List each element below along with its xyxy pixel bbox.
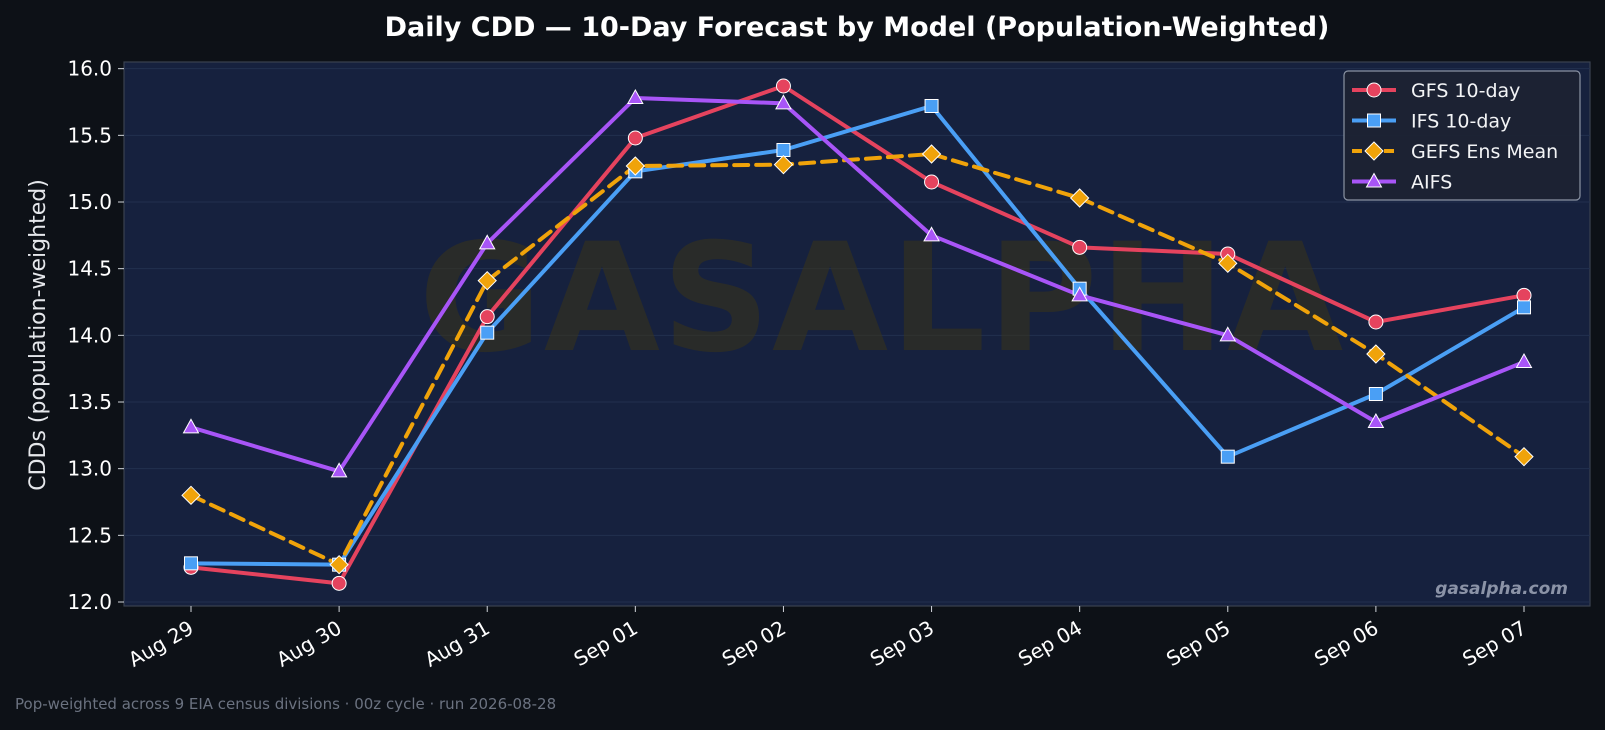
legend-swatch-marker-3	[1365, 172, 1383, 188]
legend-swatch-marker-1	[1367, 113, 1381, 128]
series-3-point-9	[1515, 352, 1533, 368]
chart-title: Daily CDD — 10-Day Forecast by Model (Po…	[385, 12, 1330, 43]
legend-label-3: AIFS	[1411, 172, 1452, 194]
y-tick-label-8: 16.0	[67, 57, 112, 81]
series-3-point-6	[1071, 286, 1089, 302]
y-tick-label-7: 15.5	[67, 123, 112, 147]
series-line-1	[189, 104, 1526, 567]
x-tick-label-7: Sep 05	[1162, 616, 1234, 672]
series-1-point-2	[480, 325, 495, 340]
x-tick-label-8: Sep 06	[1310, 616, 1382, 672]
series-1-point-4	[776, 143, 791, 157]
x-tick-label-6: Sep 04	[1014, 616, 1086, 672]
x-tick-label-1: Aug 30	[272, 616, 345, 672]
legend-box	[1343, 70, 1581, 201]
x-tick-label-4: Sep 02	[718, 616, 790, 672]
series-3-point-2	[478, 234, 496, 250]
series-2-point-9	[1514, 446, 1534, 467]
series-2-point-3	[625, 156, 646, 176]
series-1-point-7	[1220, 449, 1235, 464]
x-tick-label-2: Aug 31	[420, 616, 493, 672]
series-3-point-7	[1219, 326, 1237, 342]
series-2-point-2	[477, 270, 497, 291]
footer-note: Pop-weighted across 9 EIA census divisio…	[15, 695, 557, 713]
series-0-point-6	[1072, 239, 1088, 255]
series-line-3	[189, 96, 1526, 474]
series-0-point-3	[627, 130, 643, 146]
series-0-point-5	[924, 174, 940, 190]
series-1-point-0	[184, 556, 198, 571]
credit-text: gasalpha.com	[1435, 579, 1568, 599]
series-3-point-0	[182, 418, 200, 434]
series-0-point-1	[331, 575, 347, 591]
legend-label-1: IFS 10-day	[1411, 111, 1511, 133]
series-2-point-0	[181, 485, 201, 506]
y-tick-label-4: 14.0	[67, 323, 112, 347]
series-0-point-2	[479, 309, 495, 325]
series-3-point-5	[923, 226, 940, 242]
legend-swatch-marker-2	[1364, 141, 1384, 161]
legend-label-2: GEFS Ens Mean	[1411, 141, 1558, 163]
y-axis-label: CDDs (population-weighted)	[26, 179, 51, 491]
series-0-point-8	[1368, 314, 1384, 330]
series-3-point-8	[1367, 412, 1385, 428]
series-1-point-8	[1368, 387, 1383, 401]
watermark: GASALPHA	[419, 212, 1345, 386]
series-2-point-6	[1069, 188, 1090, 208]
series-3-point-4	[775, 94, 792, 110]
series-0-point-9	[1516, 287, 1532, 303]
series-3-point-3	[626, 88, 644, 104]
series-2-point-4	[773, 154, 794, 175]
x-tick-label-9: Sep 07	[1458, 616, 1530, 672]
x-tick-label-5: Sep 03	[866, 616, 938, 672]
series-2-point-5	[921, 144, 942, 164]
legend-swatch-marker-0	[1366, 82, 1382, 98]
y-tick-label-0: 12.0	[67, 590, 112, 614]
series-2-point-8	[1366, 344, 1386, 364]
series-2-point-1	[329, 554, 349, 575]
x-tick-label-0: Aug 29	[124, 616, 197, 672]
y-tick-label-5: 14.5	[67, 257, 112, 281]
series-3-point-1	[330, 462, 348, 478]
series-1-point-5	[924, 99, 939, 113]
y-tick-label-3: 13.5	[67, 390, 112, 414]
y-tick-label-6: 15.0	[67, 190, 112, 214]
legend-label-0: GFS 10-day	[1411, 80, 1520, 102]
y-tick-label-1: 12.5	[67, 523, 112, 547]
series-line-2	[189, 152, 1526, 567]
series-1-point-9	[1517, 300, 1531, 315]
series-0-point-4	[775, 78, 791, 94]
x-tick-label-3: Sep 01	[570, 616, 642, 672]
series-2-point-7	[1218, 253, 1238, 274]
y-tick-label-2: 13.0	[67, 457, 112, 481]
